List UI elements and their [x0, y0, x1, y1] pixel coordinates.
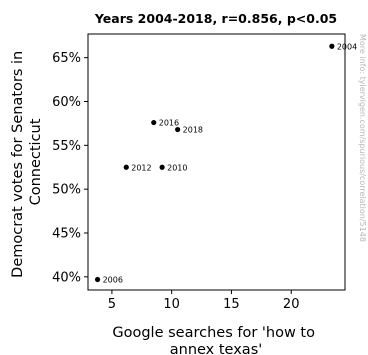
- data-point-2010: [159, 164, 165, 170]
- y-axis-label-line-2: Connecticut: [28, 118, 44, 205]
- data-point-label-2012: 2012: [131, 163, 151, 172]
- y-tick-label: 55%: [52, 139, 81, 154]
- x-tick-label: 15: [223, 297, 240, 312]
- y-tick-label: 50%: [52, 183, 81, 198]
- x-axis-label-line-1: Google searches for 'how to: [112, 325, 315, 341]
- x-axis-label-line-2: annex texas': [170, 342, 262, 355]
- y-axis-label-line-1: Democrat votes for Senators in: [10, 51, 26, 278]
- y-tick-label: 45%: [52, 227, 81, 242]
- data-point-label-2006: 2006: [103, 275, 123, 284]
- data-point-2004: [329, 43, 335, 49]
- data-point-label-2018: 2018: [183, 126, 203, 135]
- data-point-label-2016: 2016: [159, 119, 179, 128]
- y-axis: 40% 45% 50% 55% 60% 65%: [52, 51, 88, 285]
- data-points: 2004 2006 2010 2012 2016 2018: [94, 42, 357, 284]
- data-point-2018: [175, 126, 181, 133]
- x-axis: 5 10 15 20: [108, 290, 300, 312]
- x-tick-label: 5: [108, 297, 116, 312]
- y-axis-label: Democrat votes for Senators in Connectic…: [10, 46, 44, 278]
- data-point-2006: [94, 276, 101, 283]
- x-tick-label: 20: [283, 297, 300, 312]
- plot-area-frame: [87, 33, 346, 291]
- x-axis-label: Google searches for 'how to annex texas': [112, 325, 319, 355]
- y-tick-label: 65%: [52, 51, 81, 66]
- data-point-label-2004: 2004: [337, 42, 357, 51]
- x-tick-label: 10: [163, 297, 180, 312]
- y-tick-label: 40%: [52, 270, 81, 285]
- data-point-2016: [151, 119, 157, 126]
- data-point-2012: [123, 164, 129, 170]
- watermark-text: More info: tylervigen.com/spurious/corre…: [358, 34, 367, 242]
- chart-title: Years 2004-2018, r=0.856, p<0.05: [94, 11, 337, 26]
- data-point-label-2010: 2010: [167, 163, 187, 172]
- y-tick-label: 60%: [52, 95, 81, 110]
